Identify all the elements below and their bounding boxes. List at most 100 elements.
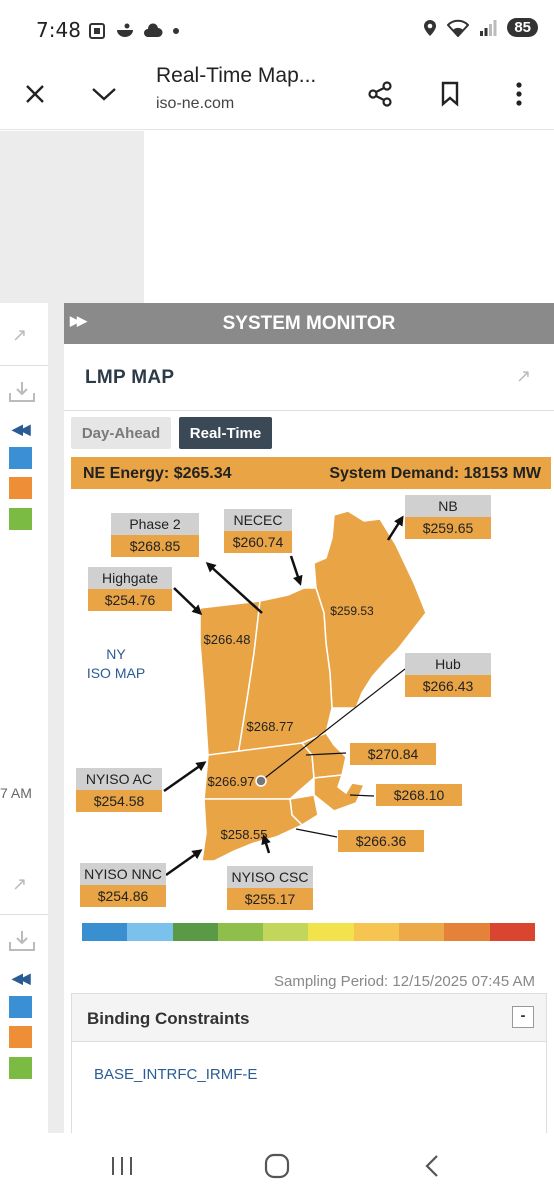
- divider: [64, 410, 554, 411]
- more-options-button[interactable]: [497, 72, 541, 116]
- interface-price: $254.58: [94, 793, 145, 809]
- browser-toolbar: Real-Time Map... iso-ne.com: [0, 60, 554, 130]
- interface-price: $255.17: [245, 891, 296, 907]
- chevron-down-icon: [92, 88, 116, 101]
- region-price-connecticut: $258.55: [221, 827, 268, 842]
- tab-real-time[interactable]: Real-Time: [179, 417, 272, 449]
- collapse-left-icon[interactable]: ◀◀: [12, 421, 30, 437]
- region-maine[interactable]: [313, 510, 427, 709]
- binding-constraints-header: Binding Constraints -: [72, 994, 546, 1042]
- wifi-icon: [447, 19, 470, 37]
- region-connecticut[interactable]: [201, 798, 304, 862]
- close-icon: [26, 85, 44, 103]
- bookmark-button[interactable]: [428, 72, 472, 116]
- more-vert-icon: [516, 82, 522, 106]
- legend-swatch-orange: [9, 1026, 32, 1048]
- download-icon[interactable]: [8, 381, 36, 403]
- collapse-left-icon[interactable]: ◀◀: [12, 970, 30, 986]
- color-scale-step: [353, 923, 400, 941]
- close-button[interactable]: [13, 72, 57, 116]
- color-scale-step: [127, 923, 173, 941]
- bookmark-icon: [441, 81, 459, 107]
- tab-day-ahead[interactable]: Day-Ahead: [71, 417, 171, 449]
- home-button[interactable]: [257, 1151, 297, 1181]
- color-scale-step: [172, 923, 218, 941]
- interface-nyiso-csc[interactable]: NYISO CSC $255.17: [227, 866, 313, 910]
- interface-name: NB: [438, 498, 457, 514]
- color-scale-step: [489, 923, 535, 941]
- interface-highgate[interactable]: Highgate $254.76: [88, 567, 172, 611]
- legend-swatch-blue: [9, 447, 32, 469]
- page-gray-area: [0, 131, 144, 303]
- bowl-icon: [116, 23, 133, 37]
- zone-price-ri[interactable]: $266.36: [338, 830, 424, 852]
- interface-nyiso-ac[interactable]: NYISO AC $254.58: [76, 768, 162, 812]
- binding-constraint-item[interactable]: BASE_INTRFC_IRMF-E: [94, 1066, 258, 1083]
- zone-price-semass[interactable]: $268.10: [376, 784, 462, 806]
- interface-nyiso-nnc[interactable]: NYISO NNC $254.86: [80, 863, 166, 907]
- region-semass[interactable]: [313, 774, 366, 812]
- interface-name: Hub: [435, 656, 461, 672]
- color-scale-step: [263, 923, 309, 941]
- status-time: 7:48: [36, 18, 81, 42]
- panel-gutter: [48, 303, 64, 1133]
- region-price-new-hampshire: $268.77: [247, 719, 294, 734]
- interface-name: Phase 2: [129, 516, 181, 532]
- ne-energy-price: NE Energy: $265.34: [83, 465, 232, 482]
- color-scale-step: [444, 923, 490, 941]
- region-price-maine: $259.53: [330, 604, 374, 618]
- page-title: Real-Time Map...: [156, 64, 317, 87]
- recent-apps-button[interactable]: [102, 1151, 142, 1181]
- interface-price: $266.43: [423, 678, 474, 694]
- status-notification-icons: [88, 20, 180, 40]
- interface-price: $254.76: [105, 592, 156, 608]
- zone-price-nemass[interactable]: $270.84: [350, 743, 436, 765]
- share-button[interactable]: [358, 72, 402, 116]
- binding-constraints-box: Binding Constraints - BASE_INTRFC_IRMF-E: [71, 993, 547, 1143]
- interface-nb[interactable]: NB $259.65: [405, 495, 491, 539]
- hub-marker[interactable]: [255, 775, 267, 787]
- battery-indicator: 85: [507, 18, 538, 37]
- recent-apps-icon: [112, 1157, 132, 1175]
- share-icon: [368, 81, 392, 107]
- collapse-button[interactable]: -: [512, 1006, 534, 1028]
- color-scale-step: [82, 923, 128, 941]
- region-new-hampshire[interactable]: [237, 587, 333, 756]
- dot-icon: [173, 27, 180, 34]
- interface-name: NECEC: [233, 512, 282, 528]
- interface-price: $260.74: [233, 534, 284, 550]
- region-nemass[interactable]: [300, 732, 347, 779]
- system-demand: System Demand: 18153 MW: [329, 465, 541, 482]
- download-icon[interactable]: [8, 930, 36, 952]
- color-scale-step: [217, 923, 264, 941]
- system-monitor-title: SYSTEM MONITOR: [222, 313, 396, 334]
- expand-arrow-icon[interactable]: ↗: [12, 325, 28, 345]
- legend-swatch-green: [9, 508, 32, 530]
- expand-arrow-icon[interactable]: ↗: [12, 874, 28, 894]
- interface-price: $254.86: [98, 888, 149, 904]
- page-url: iso-ne.com: [156, 95, 235, 112]
- interface-necec[interactable]: NECEC $260.74: [224, 509, 292, 553]
- expand-arrow-icon[interactable]: ↗: [516, 366, 532, 386]
- signal-icon: [480, 19, 497, 36]
- binding-constraints-title: Binding Constraints: [87, 1009, 250, 1028]
- interface-price: $268.85: [130, 538, 181, 554]
- legend-swatch-orange: [9, 477, 32, 499]
- expand-button[interactable]: [82, 72, 126, 116]
- zone-price: $268.10: [394, 787, 445, 803]
- ny-iso-map-link[interactable]: ISO MAP: [87, 665, 145, 681]
- energy-summary-bar: NE Energy: $265.34 System Demand: 18153 …: [71, 457, 551, 489]
- lmp-map-title: LMP MAP: [85, 367, 175, 388]
- interface-price: $259.65: [423, 520, 474, 536]
- interface-phase-2[interactable]: Phase 2 $268.85: [111, 513, 199, 557]
- left-panel-top: ↗ ◀◀ 7 AM: [0, 303, 48, 836]
- interface-hub[interactable]: Hub $266.43: [405, 653, 491, 697]
- back-button[interactable]: [412, 1151, 452, 1181]
- back-icon: [425, 1155, 438, 1177]
- interface-name: Highgate: [102, 570, 158, 586]
- expand-panel-icon[interactable]: ▶▶: [70, 313, 87, 328]
- region-price-wcma: $266.97: [208, 774, 255, 789]
- ny-iso-map-link[interactable]: NY: [106, 646, 126, 662]
- interface-name: NYISO CSC: [231, 869, 308, 885]
- home-icon: [264, 1153, 290, 1179]
